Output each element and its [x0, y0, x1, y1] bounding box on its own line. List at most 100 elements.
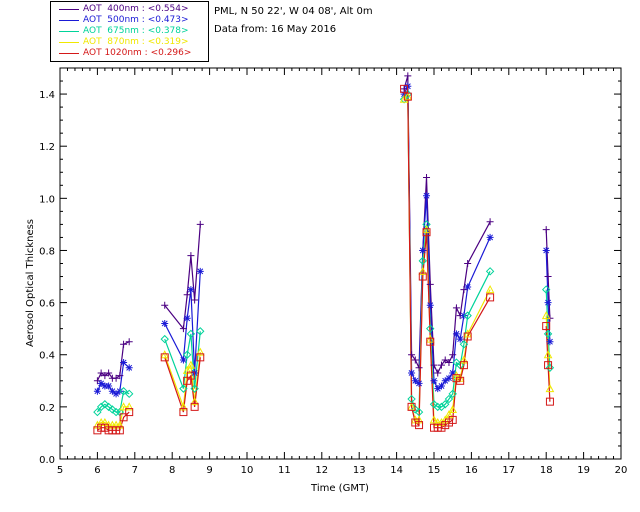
legend-entry-400nm: AOT 400nm : <0.554> — [51, 4, 208, 15]
aot-400nm-line — [403, 75, 491, 375]
aot-500nm-point — [437, 382, 445, 390]
aot-675nm-point — [541, 285, 551, 294]
aot-500nm-point — [101, 382, 109, 390]
aot-400nm-point — [426, 280, 434, 288]
aot-500nm-point — [542, 246, 550, 254]
aot-675nm-point — [119, 387, 128, 396]
aot-1020nm-point — [403, 92, 412, 101]
legend-entry-870nm: AOT 870nm : <0.319> — [51, 37, 208, 48]
aot-675nm-point — [422, 220, 431, 229]
aot-500nm-point — [408, 369, 416, 377]
aot-675nm-point — [124, 389, 134, 399]
aot-400nm-point — [191, 296, 199, 304]
aot-500nm-point — [430, 377, 438, 385]
aot-870nm-point — [124, 402, 134, 411]
aot-400nm-point — [449, 351, 457, 359]
legend-entry-500nm: AOT 500nm : <0.473> — [51, 15, 208, 26]
aot-400nm-point — [93, 377, 101, 385]
aot-1020nm-point — [422, 228, 431, 237]
x-tick-label: 15 — [428, 465, 441, 476]
x-tick-label: 19 — [577, 465, 590, 476]
aot-500nm-point — [449, 369, 457, 377]
legend: AOT 400nm : <0.554> AOT 500nm : <0.473> … — [50, 1, 209, 62]
aot-870nm-line — [403, 95, 491, 424]
aot-675nm-point — [433, 402, 442, 412]
aot-500nm-point — [423, 192, 431, 200]
aot-400nm-point — [445, 359, 453, 367]
aot-870nm-point — [459, 355, 469, 364]
series-lines — [96, 75, 551, 431]
aot-870nm-point — [190, 397, 199, 406]
aot-1020nm-point — [418, 272, 427, 281]
aot-675nm-point — [196, 327, 205, 336]
aot-675nm-point — [108, 405, 117, 414]
aot-500nm-point — [426, 301, 434, 309]
aot-500nm-point — [546, 338, 554, 346]
aot-400nm-point — [112, 374, 120, 382]
aot-500nm-line — [403, 85, 491, 390]
aot-400nm-point — [116, 372, 124, 380]
aot-500nm-point — [415, 379, 423, 387]
aot-675nm-point — [100, 400, 110, 409]
series-layer — [93, 72, 555, 435]
y-tick-label: 1.4 — [39, 90, 55, 101]
aot-870nm-point — [429, 415, 439, 424]
aot-1020nm-point — [160, 353, 169, 362]
aot-500nm-point — [105, 382, 113, 390]
aot-400nm-point — [404, 72, 412, 80]
aot-1020nm-point — [545, 397, 554, 406]
x-tick-label: 7 — [132, 465, 138, 476]
x-axis-title: Time (GMT) — [310, 483, 369, 494]
aot-870nm-point — [543, 350, 553, 359]
aot-675nm-point — [448, 389, 457, 399]
legend-label-1020nm: AOT 1020nm : <0.296> — [83, 48, 192, 58]
aot-500nm-point — [434, 385, 442, 393]
aot-400nm-point — [411, 356, 419, 364]
aot-1020nm-line — [164, 357, 201, 413]
aot-675nm-point — [543, 329, 553, 339]
aot-1020nm-point — [115, 426, 124, 435]
aot-400nm-point — [125, 338, 133, 346]
aot-870nm-point — [403, 92, 413, 101]
x-tick-label: 8 — [169, 465, 175, 476]
aot-500nm-point — [125, 364, 133, 372]
aot-500nm-point — [452, 330, 460, 338]
aot-675nm-point — [411, 405, 420, 414]
series-markers — [93, 72, 555, 435]
aot-870nm-point — [448, 404, 458, 413]
aot-400nm-point — [101, 372, 109, 380]
legend-label-870nm: AOT 870nm : <0.319> — [83, 37, 189, 47]
aot-1020nm-point — [125, 408, 134, 417]
aot-870nm-point — [485, 285, 495, 294]
aot-500nm-point — [183, 314, 191, 322]
aot-675nm-line — [164, 331, 201, 389]
y-tick-label: 0.4 — [39, 351, 55, 362]
aot-675nm-point — [179, 384, 188, 393]
aot-400nm-point — [441, 356, 449, 364]
x-tick-label: 18 — [540, 465, 553, 476]
aot-1020nm-point — [456, 376, 465, 385]
aot-500nm-point — [419, 246, 427, 254]
y-tick-label: 0.2 — [39, 403, 55, 414]
y-tick-label: 0.6 — [39, 299, 55, 310]
x-tick-label: 20 — [615, 465, 628, 476]
aot-675nm-point — [186, 329, 196, 339]
x-tick-label: 13 — [353, 465, 366, 476]
aot-675nm-point — [429, 400, 439, 409]
aot-675nm-point — [104, 402, 113, 412]
aot-675nm-point — [444, 394, 454, 404]
aot-675nm-point — [459, 340, 469, 349]
aot-1020nm-point — [448, 415, 457, 424]
legend-swatch-500nm — [59, 20, 79, 21]
aot-1020nm-point — [542, 322, 551, 331]
aot-400nm-point — [464, 260, 472, 267]
aot-500nm-point — [486, 233, 494, 241]
aot-675nm-point — [160, 334, 169, 344]
aot-1020nm-point — [426, 337, 435, 346]
aot-400nm-point — [97, 369, 105, 377]
aot-675nm-point — [485, 267, 495, 276]
aot-1020nm-point — [415, 421, 424, 430]
aot-500nm-point — [179, 356, 187, 364]
